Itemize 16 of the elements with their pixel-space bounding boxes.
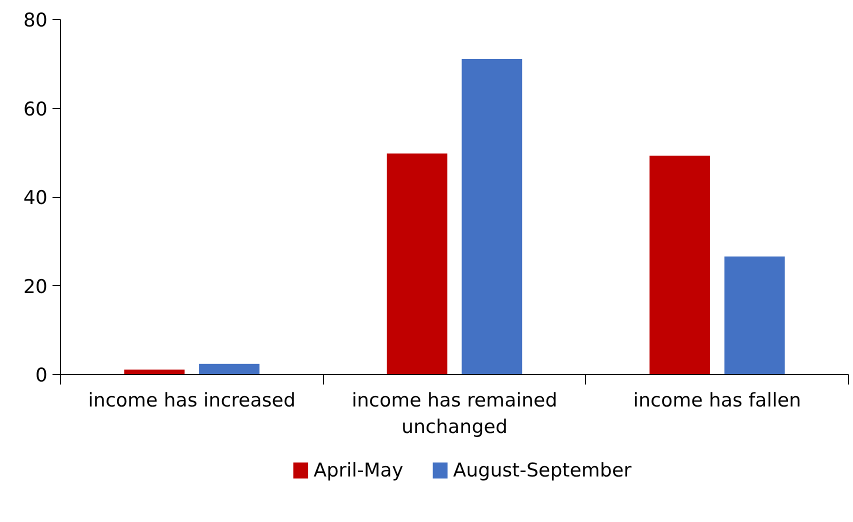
legend-label: April-May <box>314 460 404 482</box>
y-tick-label: 60 <box>23 98 48 120</box>
y-tick-label: 20 <box>23 276 48 298</box>
y-tick-label: 40 <box>23 187 48 209</box>
x-tick-label: income has remained unchanged <box>352 390 558 438</box>
bar <box>650 156 710 374</box>
bar <box>462 58 522 374</box>
y-tick-label: 80 <box>23 10 48 32</box>
x-tick-label: income has increased <box>88 390 296 412</box>
bar <box>199 364 260 374</box>
bar <box>724 256 785 374</box>
bar <box>386 154 448 374</box>
legend-label: August-September <box>453 460 632 482</box>
x-tick-label: income has fallen <box>633 390 802 412</box>
bar <box>124 370 185 374</box>
y-tick-label: 0 <box>35 364 48 386</box>
